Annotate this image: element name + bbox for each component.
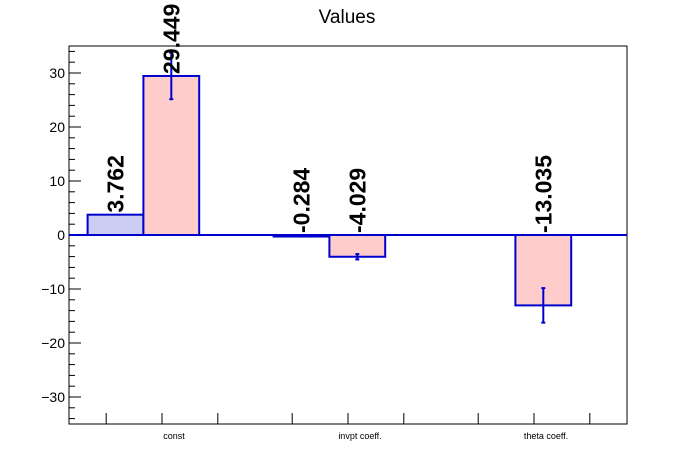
chart-title: Values (319, 7, 376, 28)
x-axis: const invpt coeff. theta coeff. (105, 413, 591, 441)
bars (86, 74, 573, 307)
y-tick-label: −20 (41, 335, 65, 351)
y-axis: −30 −20 −10 0 10 20 30 (41, 50, 81, 420)
data-label: -0.284 (289, 168, 315, 233)
data-labels: 3.762 -0.284 29.449 -4.029 -13.035 (103, 4, 557, 233)
bar (86, 213, 145, 236)
bar (142, 74, 201, 236)
data-label: 3.762 (103, 155, 129, 213)
y-tick-label: 20 (49, 119, 65, 135)
y-tick-label: 0 (57, 227, 65, 243)
y-tick-label: −30 (41, 389, 65, 405)
y-tick-label: 30 (49, 65, 65, 81)
x-category-label: theta coeff. (524, 431, 568, 441)
data-label: -13.035 (530, 155, 556, 233)
x-category-label: invpt coeff. (338, 431, 381, 441)
y-tick-label: 10 (49, 173, 65, 189)
data-label: 29.449 (158, 4, 184, 74)
x-category-label: const (163, 431, 185, 441)
data-label: -4.029 (344, 168, 370, 233)
error-bars (169, 51, 546, 324)
y-tick-label: −10 (41, 281, 65, 297)
